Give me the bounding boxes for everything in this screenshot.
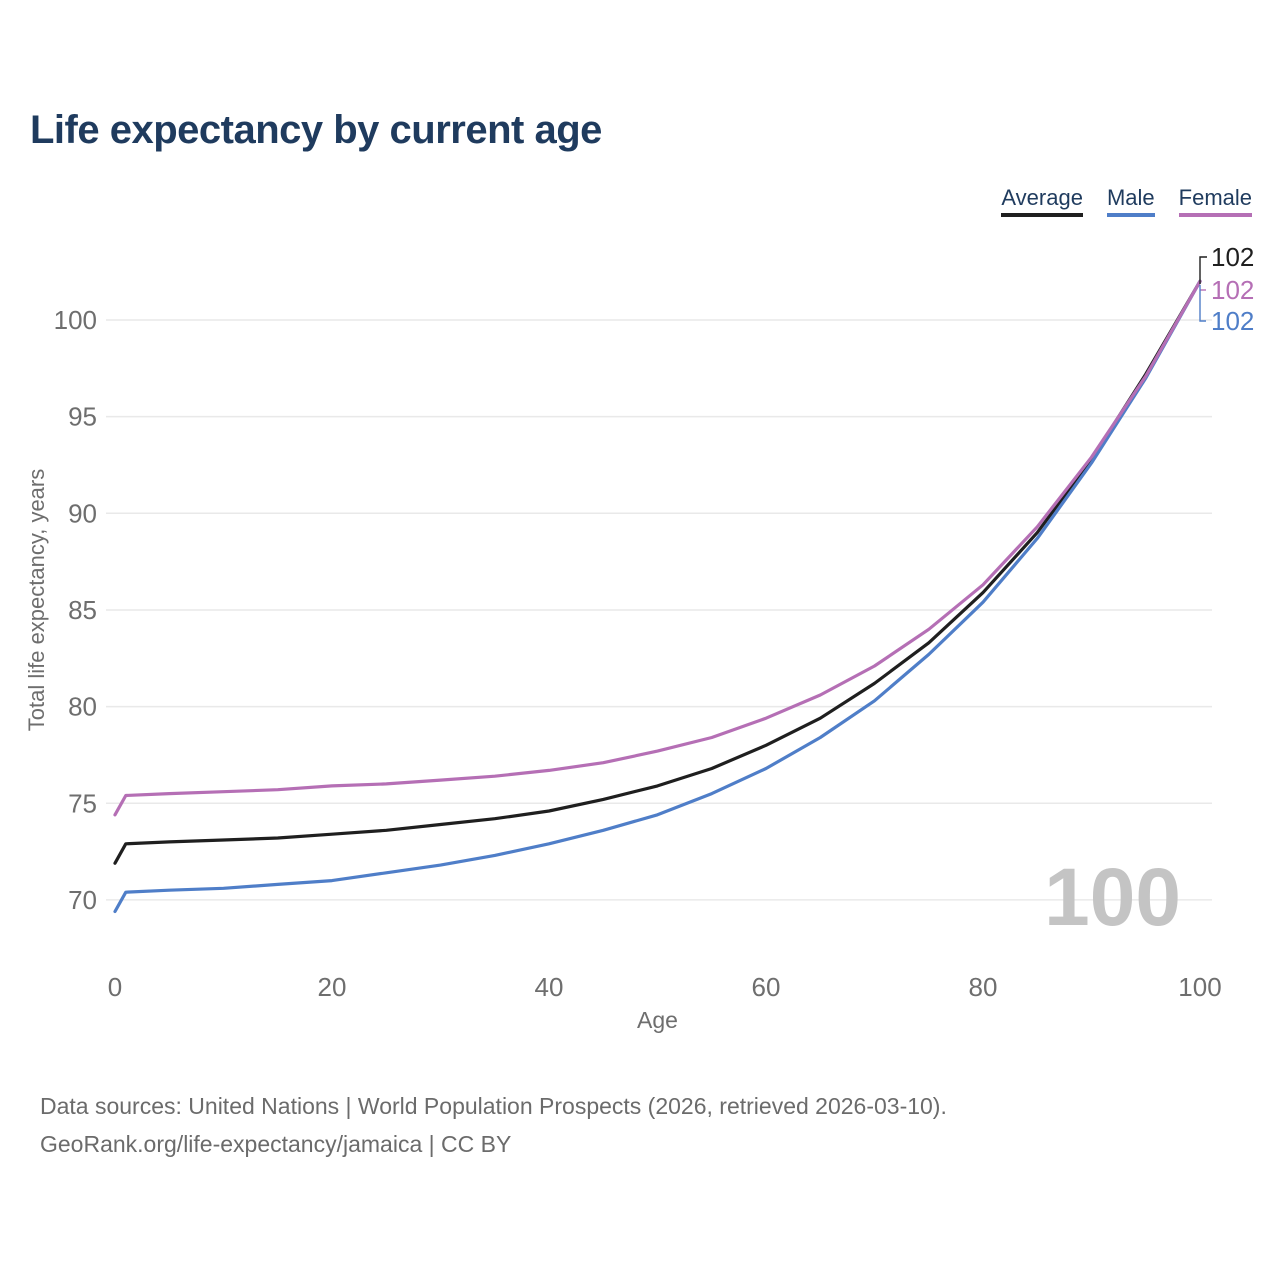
y-tick-label: 70 [68,885,97,915]
series-line-female [113,279,1202,817]
y-axis-title: Total life expectancy, years [24,469,49,732]
legend-swatch [1178,213,1252,218]
x-tick-label: 40 [535,972,564,1002]
x-tick-label: 20 [318,972,347,1002]
end-label-leader-average [1199,256,1207,284]
legend-label: Average [1001,185,1083,210]
footer-attribution: GeoRank.org/life-expectancy/jamaica | CC… [40,1130,512,1157]
y-tick-label: 85 [68,595,97,625]
end-label-leader-male [1199,285,1206,322]
legend-item-average[interactable]: Average [1001,185,1083,218]
y-tick-label: 95 [68,402,97,432]
footer-sources: Data sources: United Nations | World Pop… [40,1093,947,1119]
series-line-male [113,279,1202,914]
chart-canvas: 70 75 80 85 90 95 100 100 0 20 40 60 80 100 Age Total l… [24,242,1254,1033]
legend-swatch [1106,213,1155,218]
legend-item-male[interactable]: Male [1106,185,1155,218]
legend-item-female[interactable]: Female [1178,185,1252,218]
x-tick-label: 100 [1178,972,1221,1002]
watermark-100: 100 [1044,852,1181,943]
legend: Average Male Female [1001,185,1252,218]
x-tick-label: 0 [108,972,122,1002]
series-line-average [113,279,1202,865]
y-tick-label: 80 [68,692,97,722]
footer: Data sources: United Nations | World Pop… [40,1088,947,1164]
end-label-male: 102 [1211,306,1254,336]
chart-title: Life expectancy by current age [30,108,602,152]
end-label-average: 102 [1211,242,1254,272]
x-tick-label: 80 [969,972,998,1002]
y-tick-label: 100 [54,305,97,335]
end-label-female: 102 [1211,275,1254,305]
x-axis-title: Age [637,1007,678,1033]
legend-swatch [1001,213,1083,218]
y-tick-label: 75 [68,788,97,818]
legend-label: Female [1178,185,1252,210]
y-tick-label: 90 [68,498,97,528]
x-tick-label: 60 [752,972,781,1002]
legend-label: Male [1106,185,1155,210]
